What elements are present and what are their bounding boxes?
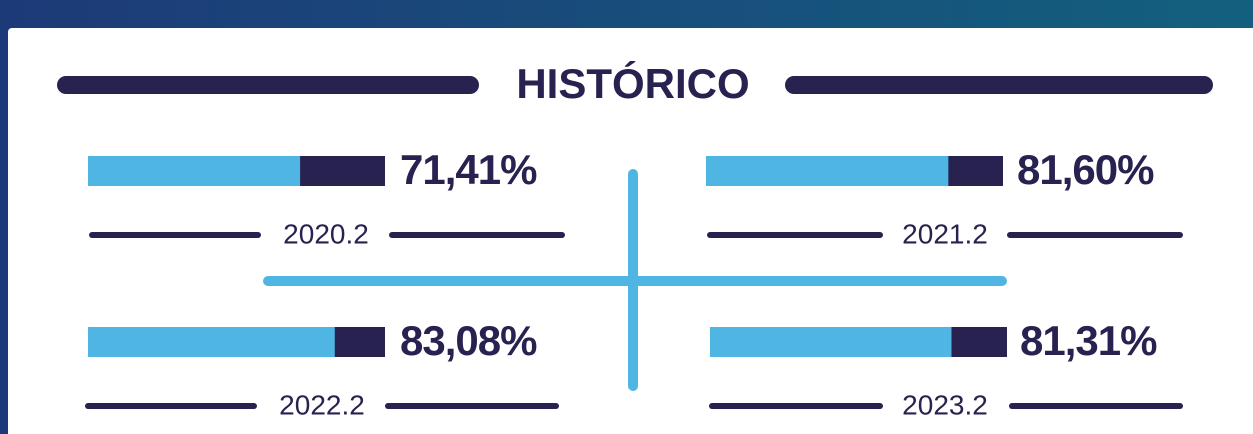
bar	[706, 156, 949, 186]
period-label: 2021.2	[902, 218, 988, 249]
value-label: 81,31%	[1020, 317, 1157, 364]
period-label: 2022.2	[279, 389, 365, 420]
title: HISTÓRICO	[516, 59, 749, 107]
period-label: 2023.2	[902, 389, 988, 420]
value-label: 83,08%	[400, 317, 537, 364]
value-label: 71,41%	[400, 146, 537, 193]
period-label: 2020.2	[283, 218, 369, 249]
bar	[88, 327, 335, 357]
bar	[710, 327, 952, 357]
items: 71,41% 2020.2 81,60% 2021.2 83,08% 2022.2 81,3…	[85, 146, 1183, 420]
bar	[88, 156, 301, 186]
value-label: 81,60%	[1017, 146, 1154, 193]
